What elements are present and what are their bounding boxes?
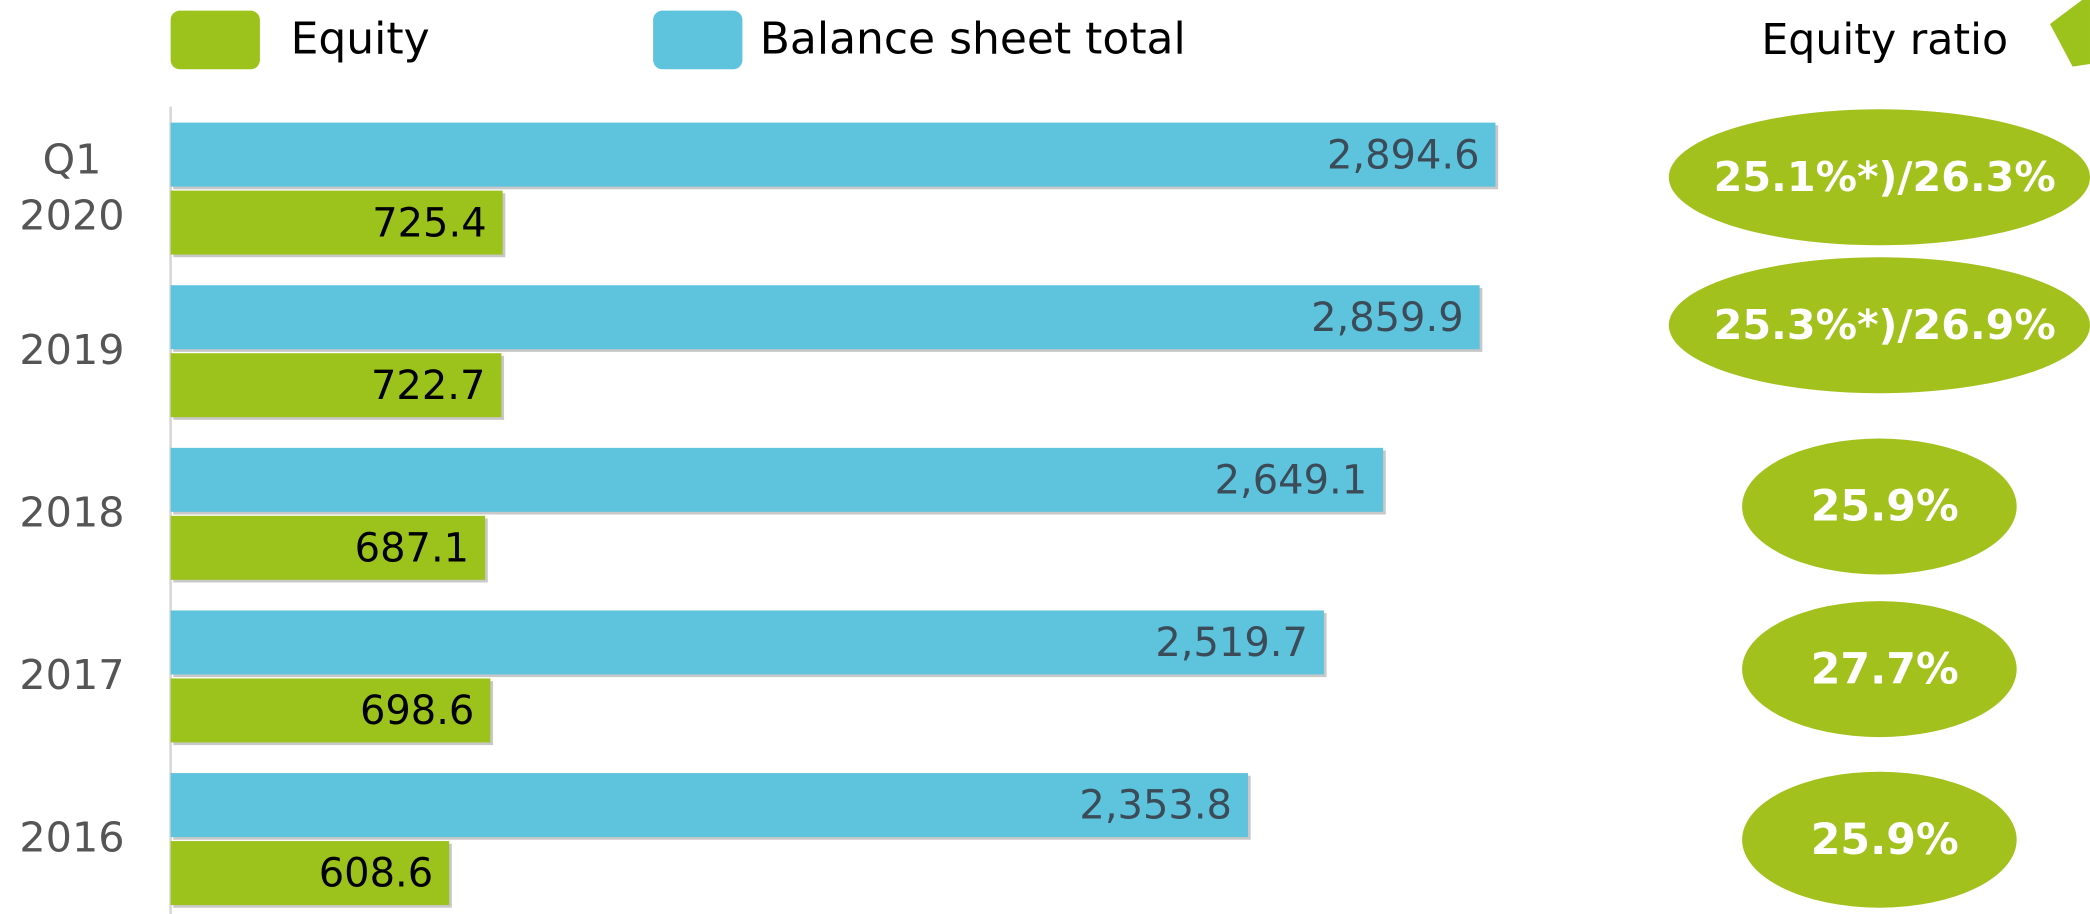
bar [170, 610, 1324, 675]
category-label: 2017 [19, 651, 125, 700]
value-label: 698.6 [360, 688, 474, 734]
value-label: 725.4 [372, 200, 486, 246]
bar [170, 678, 491, 743]
legend-label: Balance sheet total [760, 13, 1186, 64]
value-label: 2,519.7 [1155, 620, 1308, 666]
legend-swatch [170, 10, 260, 70]
bar [170, 353, 502, 418]
bar [170, 773, 1248, 838]
ratio-label: 25.9% [1811, 482, 1959, 532]
bar [170, 515, 486, 580]
ratio-ellipse [1742, 438, 2017, 575]
bar [170, 122, 1496, 187]
ratio-label: 27.7% [1811, 644, 1959, 694]
decoration [2050, 0, 2090, 67]
ratio-label: 25.3%*)/26.9% [1714, 301, 2056, 349]
bar [170, 841, 450, 906]
ratio-ellipse [1668, 109, 2090, 246]
category-label: 2018 [19, 489, 125, 538]
value-label: 608.6 [319, 851, 433, 897]
ratio-ellipse [1742, 771, 2017, 908]
ratio-ellipse [1668, 257, 2090, 394]
value-label: 722.7 [371, 363, 485, 409]
ratio-label: 25.1%*)/26.3% [1714, 153, 2056, 201]
bar [170, 447, 1384, 512]
category-label: 2016 [19, 814, 125, 863]
ratio-title: Equity ratio [1761, 15, 2008, 65]
value-label: 687.1 [355, 525, 469, 571]
category-label: Q1 2020 [19, 135, 125, 240]
value-label: 2,353.8 [1079, 783, 1232, 829]
legend-swatch [653, 10, 743, 70]
category-label: 2019 [19, 326, 125, 375]
value-label: 2,894.6 [1327, 132, 1480, 178]
value-label: 2,859.9 [1311, 295, 1464, 341]
ratio-ellipse [1742, 601, 2017, 738]
value-label: 2,649.1 [1215, 458, 1368, 504]
ratio-label: 25.9% [1811, 815, 1959, 865]
legend-label: Equity [291, 13, 430, 64]
bar [170, 285, 1480, 350]
bar [170, 190, 503, 255]
